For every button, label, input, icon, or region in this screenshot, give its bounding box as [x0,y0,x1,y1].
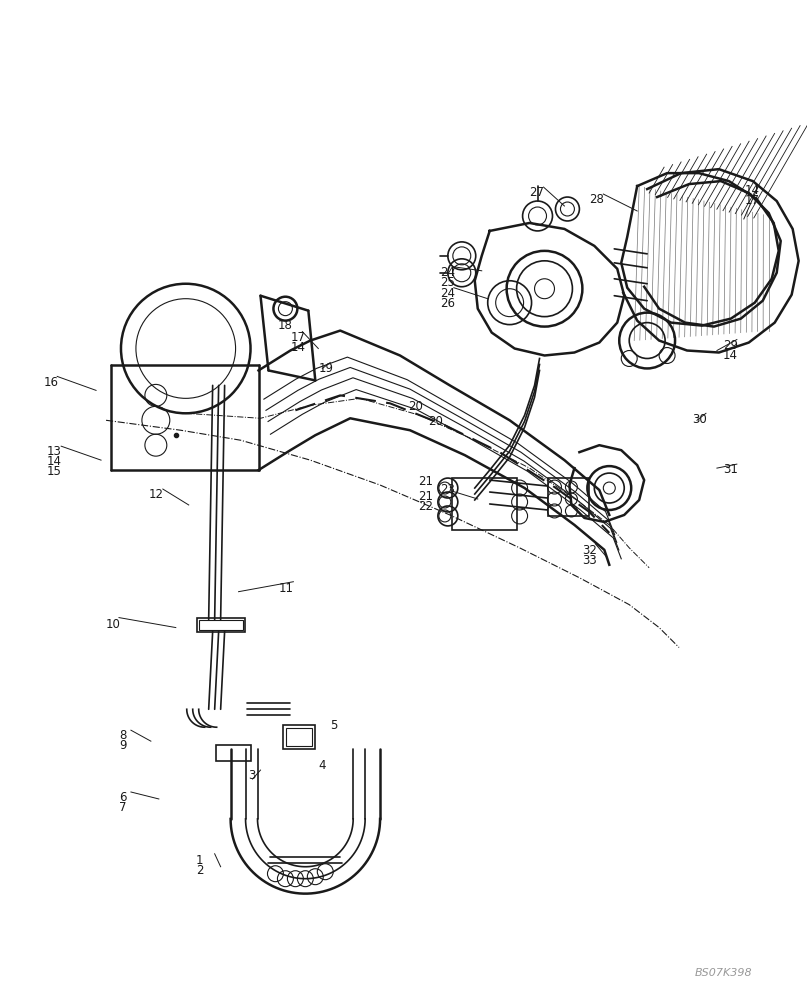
Text: 16: 16 [44,376,58,389]
Text: 5: 5 [330,719,338,732]
Text: 14: 14 [723,349,738,362]
Text: 20: 20 [408,400,423,413]
Text: 7: 7 [119,801,127,814]
Text: 15: 15 [46,465,61,478]
Text: 17: 17 [290,331,305,344]
Text: 8: 8 [119,729,126,742]
Text: 13: 13 [46,445,61,458]
Text: 6: 6 [119,791,127,804]
Text: 29: 29 [723,339,738,352]
Bar [452,478,516,530]
Bar [548,478,589,516]
Text: 27: 27 [529,186,545,199]
Text: 26: 26 [440,297,455,310]
Text: 14: 14 [745,184,760,197]
Text: 24: 24 [440,287,455,300]
Bar [199,620,242,630]
Text: 4: 4 [318,759,326,772]
Text: 14: 14 [290,341,305,354]
Text: 25: 25 [440,276,455,289]
Text: BS07K398: BS07K398 [695,968,753,978]
Text: 10: 10 [106,618,121,631]
Text: 3: 3 [249,769,256,782]
Text: 19: 19 [318,362,333,375]
Text: 14: 14 [46,455,61,468]
Text: 20: 20 [428,415,443,428]
Text: 12: 12 [149,488,164,501]
Text: 9: 9 [119,739,127,752]
Text: 28: 28 [589,193,604,206]
Bar [196,618,245,632]
Text: 31: 31 [723,463,738,476]
Text: 18: 18 [277,319,292,332]
Bar [216,745,250,761]
Text: 33: 33 [583,554,597,567]
Text: 21: 21 [418,490,433,503]
Text: 22: 22 [418,500,433,513]
Text: 24: 24 [440,266,455,279]
Text: 17: 17 [745,194,760,207]
Text: 32: 32 [583,544,597,557]
Bar [286,728,313,746]
Text: 2: 2 [196,864,204,877]
Text: 30: 30 [692,413,707,426]
Text: 11: 11 [279,582,293,595]
Text: 1: 1 [196,854,204,867]
Bar [284,725,315,749]
Text: 23: 23 [440,483,455,496]
Text: 21: 21 [418,475,433,488]
